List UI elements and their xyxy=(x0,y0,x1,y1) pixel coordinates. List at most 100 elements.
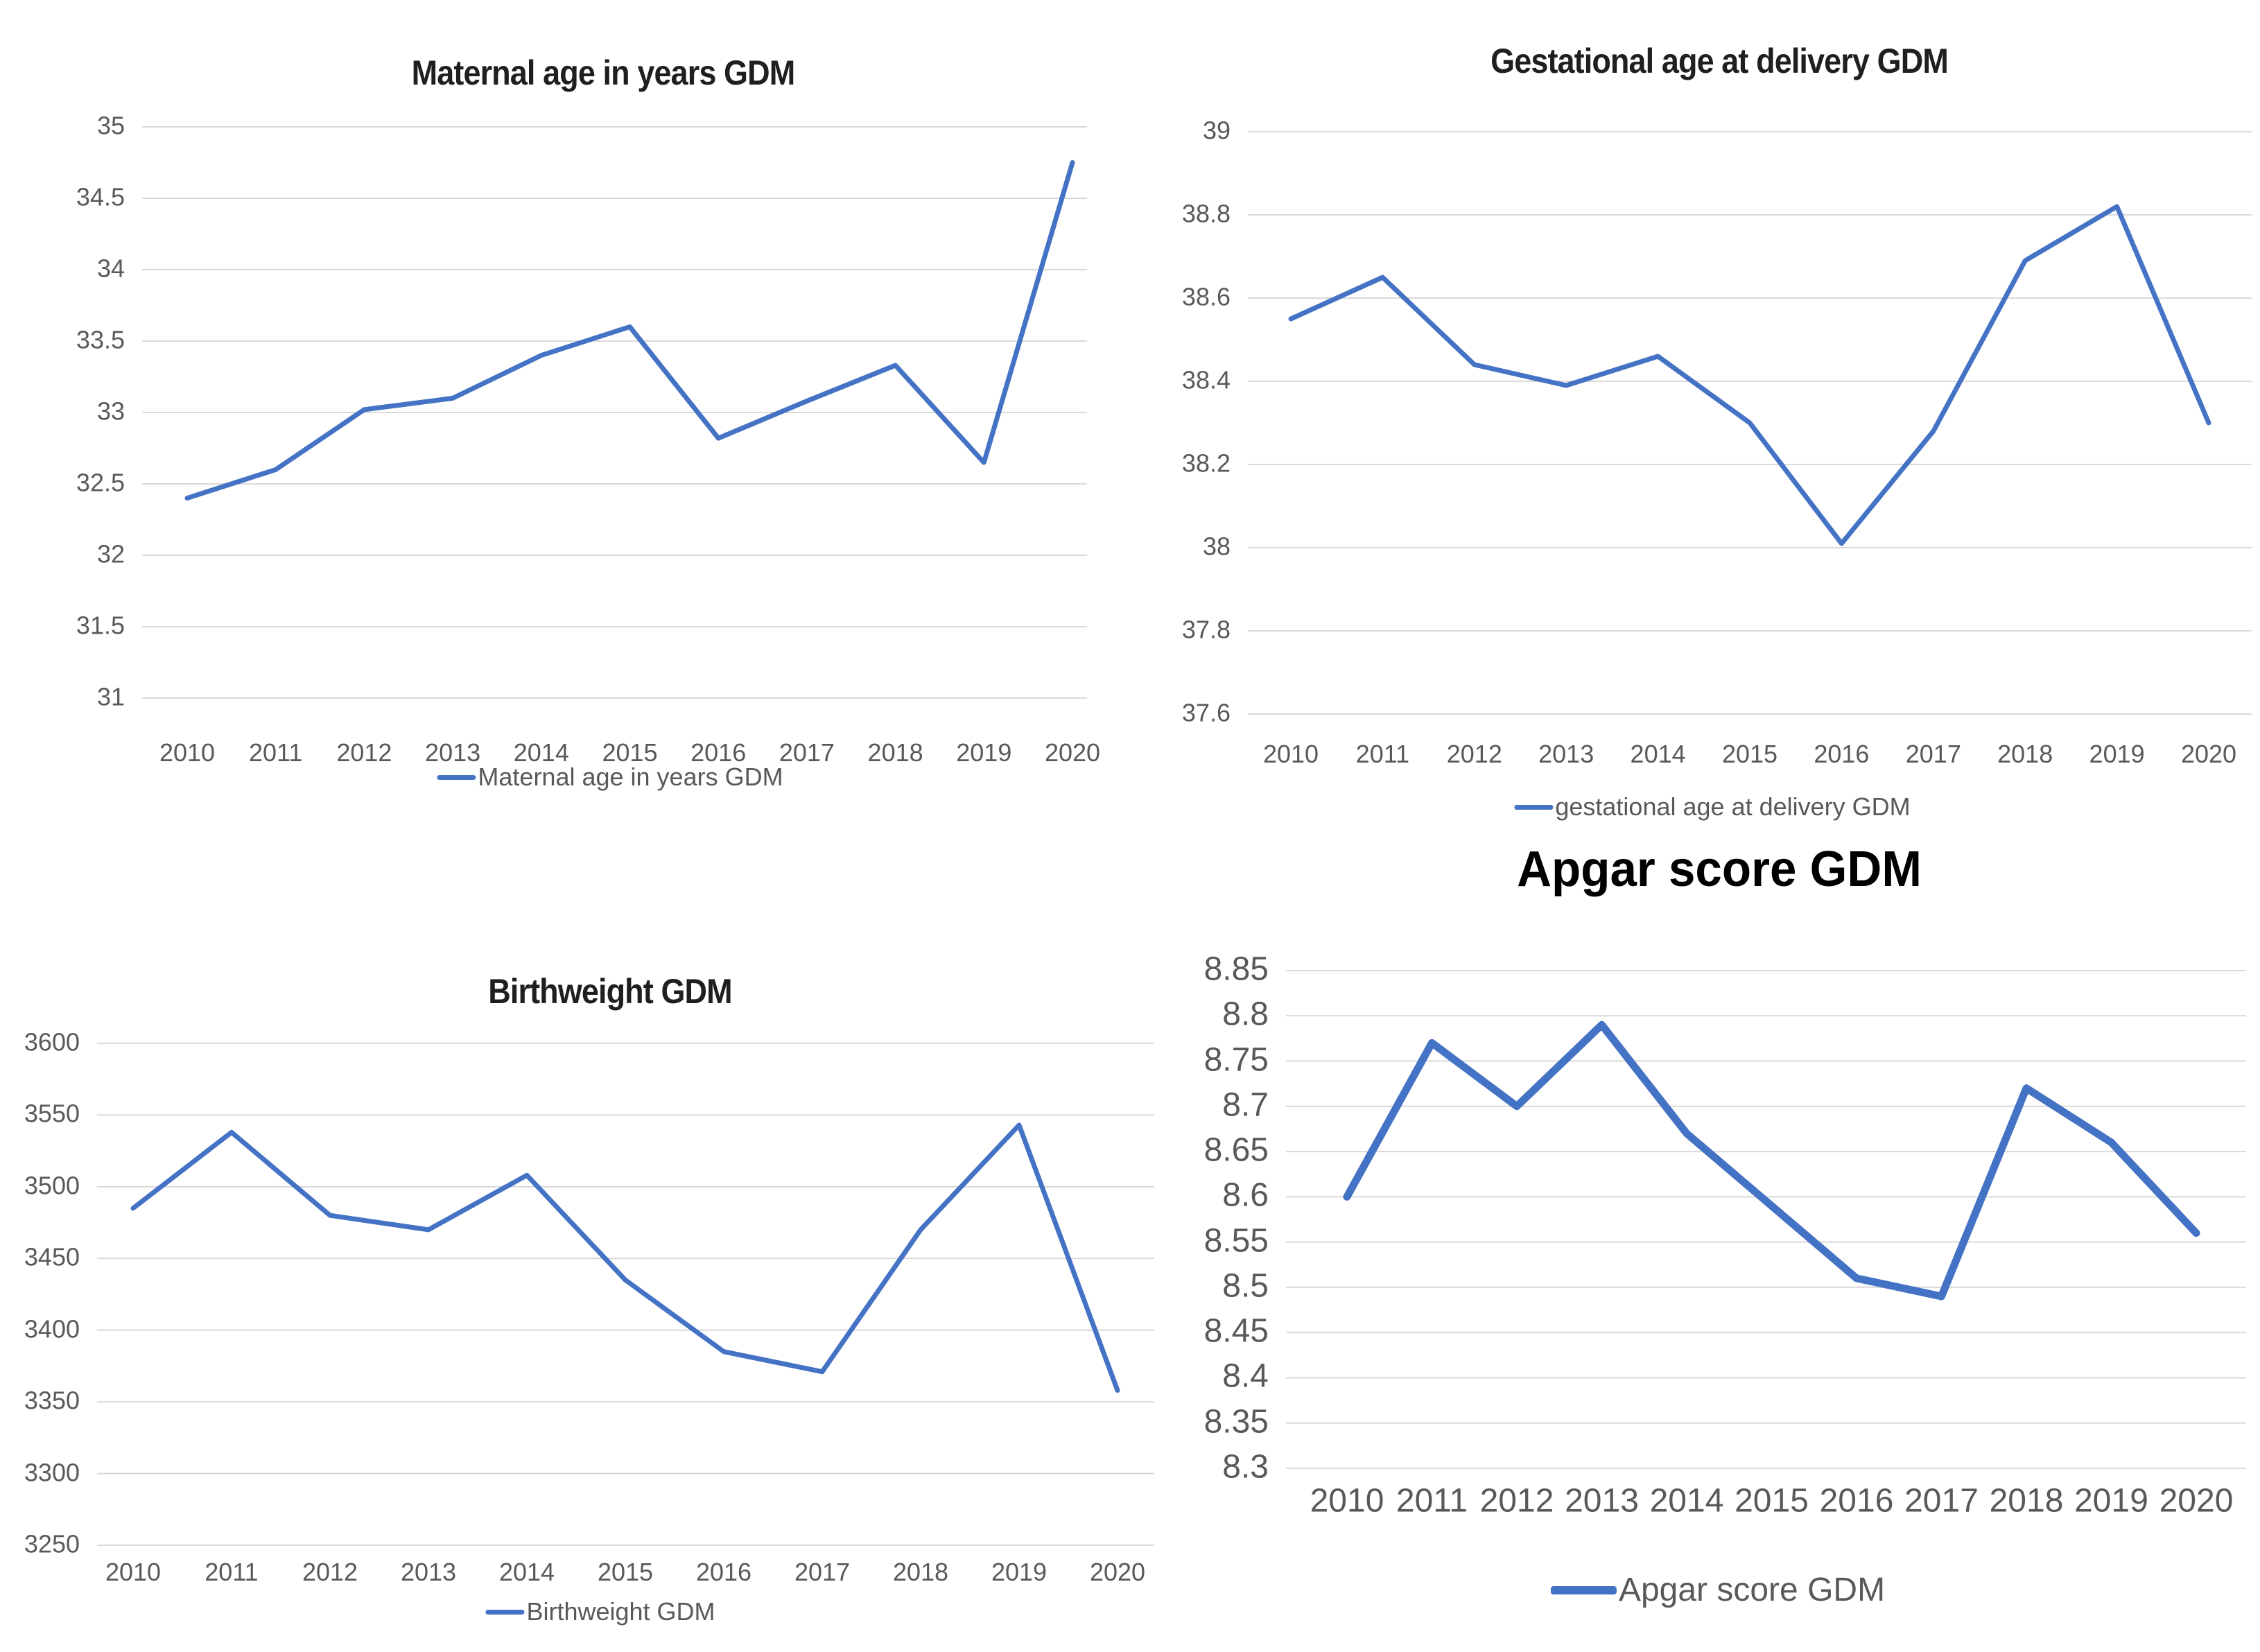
x-tick-label: 2019 xyxy=(991,1558,1048,1586)
x-tick-label: 2013 xyxy=(400,1558,457,1586)
x-tick-label: 2020 xyxy=(2159,1482,2234,1520)
chart-apgar-score: Apgar score GDM Apgar score GDM 8.85 8.8 8… xyxy=(1130,826,2260,1652)
legend-line-swatch xyxy=(485,1609,525,1615)
y-tick-label: 8.3 xyxy=(1222,1448,1269,1486)
y-tick-label: 39 xyxy=(1202,116,1231,145)
y-tick-label: 31 xyxy=(96,682,125,711)
x-tick-label: 2010 xyxy=(105,1558,162,1586)
chart-title: Apgar score GDM xyxy=(1517,842,1922,898)
x-tick-label: 2014 xyxy=(1649,1482,1724,1520)
y-tick-label: 3600 xyxy=(24,1027,80,1057)
x-tick-label: 2018 xyxy=(867,738,923,767)
chart-birthweight: Birthweight GDM Birthweight GDM 3600 3550… xyxy=(0,826,1154,1652)
y-tick-label: 33.5 xyxy=(76,325,125,354)
legend-label: Maternal age in years GDM xyxy=(478,763,783,792)
y-tick-label: 3550 xyxy=(24,1099,80,1128)
x-tick-label: 2020 xyxy=(2180,740,2237,768)
y-tick-label: 37.6 xyxy=(1181,698,1231,727)
y-tick-label: 8.45 xyxy=(1203,1312,1269,1350)
x-tick-label: 2018 xyxy=(892,1558,949,1586)
chart-title: Birthweight GDM xyxy=(488,972,732,1011)
y-tick-label: 32 xyxy=(96,539,125,568)
x-tick-label: 2015 xyxy=(597,1558,654,1586)
x-tick-label: 2013 xyxy=(1538,740,1594,768)
x-tick-label: 2018 xyxy=(1997,740,2053,768)
x-tick-label: 2012 xyxy=(302,1558,358,1586)
y-tick-label: 8.55 xyxy=(1203,1221,1269,1259)
y-tick-label: 8.35 xyxy=(1203,1403,1269,1441)
data-line xyxy=(184,160,1075,501)
y-tick-label: 3450 xyxy=(24,1242,80,1271)
legend-label: Birthweight GDM xyxy=(526,1597,715,1626)
x-tick-label: 2020 xyxy=(1089,1558,1146,1586)
y-tick-label: 38 xyxy=(1202,532,1231,561)
legend: Birthweight GDM xyxy=(485,1597,715,1626)
legend-label: gestational age at delivery GDM xyxy=(1555,792,1911,821)
x-tick-label: 2019 xyxy=(2089,740,2145,768)
data-line xyxy=(1288,204,2211,546)
y-tick-label: 8.8 xyxy=(1222,995,1269,1033)
line-plot xyxy=(142,126,1087,699)
data-line xyxy=(1343,1020,2200,1301)
x-tick-label: 2016 xyxy=(695,1558,752,1586)
x-tick-label: 2019 xyxy=(2074,1482,2148,1520)
x-tick-label: 2010 xyxy=(1310,1482,1384,1520)
y-tick-label: 38.4 xyxy=(1181,365,1231,394)
x-tick-label: 2016 xyxy=(1814,740,1870,768)
y-tick-label: 34.5 xyxy=(76,182,125,211)
y-tick-label: 35 xyxy=(96,111,125,140)
y-tick-label: 3250 xyxy=(24,1529,80,1558)
y-tick-label: 8.85 xyxy=(1203,950,1269,988)
y-tick-label: 8.6 xyxy=(1222,1176,1269,1214)
data-line xyxy=(130,1122,1120,1393)
x-tick-label: 2016 xyxy=(1819,1482,1894,1520)
legend-label: Apgar score GDM xyxy=(1618,1572,1886,1609)
y-tick-label: 8.4 xyxy=(1222,1357,1269,1395)
x-tick-label: 2018 xyxy=(1989,1482,2064,1520)
y-tick-label: 38.2 xyxy=(1181,449,1231,478)
x-tick-label: 2016 xyxy=(690,738,747,767)
legend: gestational age at delivery GDM xyxy=(1514,792,1911,821)
y-tick-label: 37.8 xyxy=(1181,615,1231,644)
chart-maternal-age: Maternal age in years GDM Maternal age i… xyxy=(0,0,1130,826)
y-tick-label: 32.5 xyxy=(76,468,125,497)
x-tick-label: 2010 xyxy=(159,738,216,767)
x-tick-label: 2014 xyxy=(498,1558,555,1586)
x-tick-label: 2017 xyxy=(1905,740,1961,768)
legend: Maternal age in years GDM xyxy=(437,763,783,792)
legend: Apgar score GDM xyxy=(1550,1571,1886,1609)
legend-line-swatch xyxy=(1514,804,1554,810)
x-tick-label: 2012 xyxy=(336,738,392,767)
y-tick-label: 3350 xyxy=(24,1386,80,1415)
chart-title: Gestational age at delivery GDM xyxy=(1490,42,1949,80)
x-tick-label: 2014 xyxy=(1630,740,1686,768)
x-tick-label: 2010 xyxy=(1262,740,1319,768)
y-tick-label: 38.8 xyxy=(1181,199,1231,228)
legend-line-swatch xyxy=(437,774,476,780)
x-tick-label: 2020 xyxy=(1044,738,1101,767)
x-tick-label: 2011 xyxy=(205,1558,259,1586)
x-tick-label: 2015 xyxy=(1721,740,1778,768)
y-tick-label: 38.6 xyxy=(1181,282,1231,311)
chart-title: Maternal age in years GDM xyxy=(411,53,796,92)
x-tick-label: 2011 xyxy=(248,738,303,767)
x-tick-label: 2012 xyxy=(1479,1482,1554,1520)
y-tick-label: 31.5 xyxy=(76,611,125,640)
x-tick-label: 2012 xyxy=(1446,740,1502,768)
y-tick-label: 8.65 xyxy=(1203,1131,1269,1169)
x-tick-label: 2014 xyxy=(513,738,569,767)
x-tick-label: 2015 xyxy=(1735,1482,1809,1520)
y-tick-label: 33 xyxy=(96,397,125,426)
chart-gestational-age: Gestational age at delivery GDM gestatio… xyxy=(1130,0,2260,826)
y-tick-label: 8.5 xyxy=(1222,1267,1269,1305)
x-tick-label: 2019 xyxy=(956,738,1012,767)
y-tick-label: 8.7 xyxy=(1222,1086,1269,1124)
y-tick-label: 3400 xyxy=(24,1314,80,1344)
line-plot xyxy=(1286,970,2246,1469)
y-tick-label: 8.75 xyxy=(1203,1041,1269,1078)
x-tick-label: 2017 xyxy=(794,1558,851,1586)
x-tick-label: 2011 xyxy=(1355,740,1410,768)
x-tick-label: 2017 xyxy=(779,738,835,767)
x-tick-label: 2013 xyxy=(1565,1482,1639,1520)
